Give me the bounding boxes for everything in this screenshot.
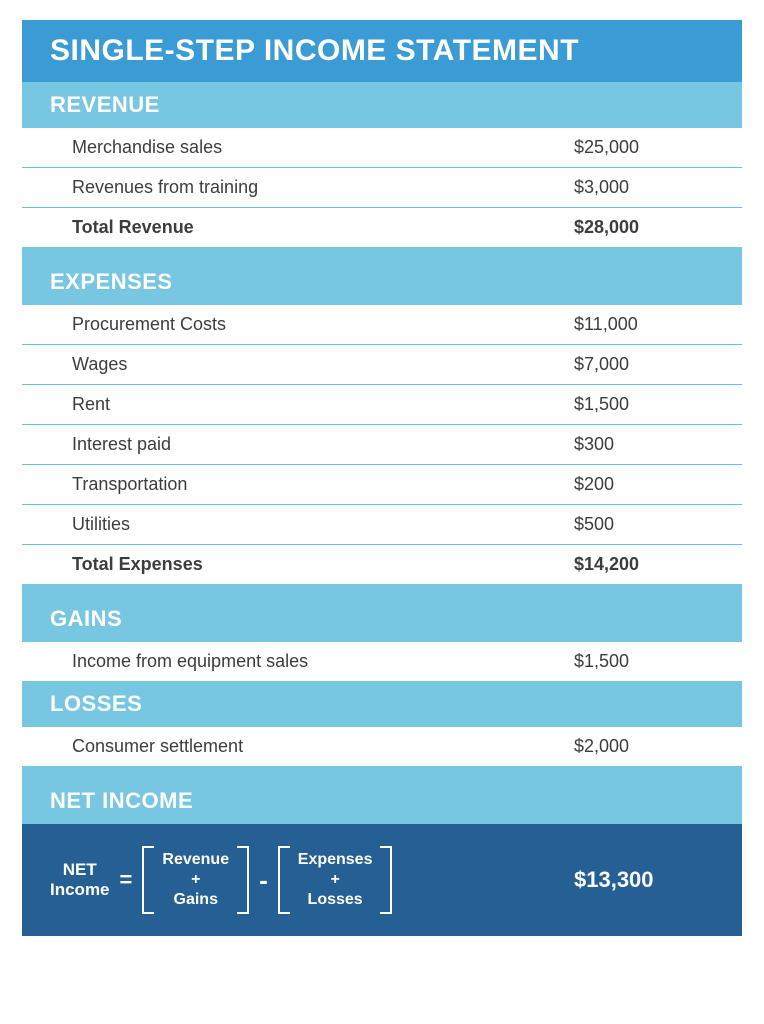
section-rows-gains: Income from equipment sales$1,500 [22,642,742,681]
section-header-expenses: EXPENSES [22,259,742,305]
table-row: Transportation$200 [22,465,742,505]
section-spacer [22,247,742,259]
group1-line1: Revenue [162,850,229,870]
formula-lhs-line2: Income [50,880,110,900]
formula-group-1-content: Revenue + Gains [154,846,237,914]
row-label: Income from equipment sales [72,651,544,672]
row-value: $300 [544,434,714,455]
bracket-right-icon [237,846,249,914]
section-header-label: REVENUE [50,92,160,117]
section-header-label: EXPENSES [50,269,173,294]
group1-line2: + [162,870,229,890]
row-value: $7,000 [544,354,714,375]
section-spacer [22,766,742,778]
row-value: $200 [544,474,714,495]
section-header-label: LOSSES [50,691,142,716]
table-row: Revenues from training$3,000 [22,168,742,208]
section-header-gains: GAINS [22,596,742,642]
section-header-net-income: NET INCOME [22,778,742,824]
row-label: Transportation [72,474,544,495]
bracket-left-icon [278,846,290,914]
income-statement: SINGLE-STEP INCOME STATEMENT REVENUE Mer… [0,0,764,956]
row-value: $14,200 [544,554,714,575]
row-value: $3,000 [544,177,714,198]
section-spacer [22,584,742,596]
row-value: $2,000 [544,736,714,757]
row-value: $1,500 [544,651,714,672]
formula-lhs: NET Income [50,860,110,901]
row-value: $1,500 [544,394,714,415]
row-label: Interest paid [72,434,544,455]
table-row: Income from equipment sales$1,500 [22,642,742,681]
section-header-losses: LOSSES [22,681,742,727]
group2-line2: + [298,870,373,890]
section-header-revenue: REVENUE [22,82,742,128]
formula-group-1: Revenue + Gains [142,846,249,914]
bracket-right-icon [380,846,392,914]
row-label: Utilities [72,514,544,535]
table-row: Interest paid$300 [22,425,742,465]
minus-sign: - [259,865,268,896]
title-text: SINGLE-STEP INCOME STATEMENT [50,34,579,67]
group2-line1: Expenses [298,850,373,870]
formula-group-2: Expenses + Losses [278,846,393,914]
group1-line3: Gains [162,890,229,910]
row-label: Procurement Costs [72,314,544,335]
row-label: Merchandise sales [72,137,544,158]
table-row: Wages$7,000 [22,345,742,385]
table-row: Rent$1,500 [22,385,742,425]
table-row: Procurement Costs$11,000 [22,305,742,345]
table-row: Merchandise sales$25,000 [22,128,742,168]
equals-sign: = [120,867,133,893]
row-label: Revenues from training [72,177,544,198]
section-header-label: NET INCOME [50,788,193,813]
page-title: SINGLE-STEP INCOME STATEMENT [22,20,742,82]
row-label: Wages [72,354,544,375]
section-rows-revenue: Merchandise sales$25,000Revenues from tr… [22,128,742,247]
row-label: Total Expenses [72,554,544,575]
row-label: Consumer settlement [72,736,544,757]
table-row: Total Expenses$14,200 [22,545,742,584]
formula-expression: NET Income = Revenue + Gains - Expenses … [50,846,534,914]
table-row: Consumer settlement$2,000 [22,727,742,766]
row-value: $500 [544,514,714,535]
row-value: $25,000 [544,137,714,158]
row-label: Rent [72,394,544,415]
group2-line3: Losses [298,890,373,910]
row-value: $11,000 [544,314,714,335]
row-label: Total Revenue [72,217,544,238]
row-value: $28,000 [544,217,714,238]
table-row: Utilities$500 [22,505,742,545]
formula-lhs-line1: NET [50,860,110,880]
bracket-left-icon [142,846,154,914]
section-rows-losses: Consumer settlement$2,000 [22,727,742,766]
net-income-formula: NET Income = Revenue + Gains - Expenses … [22,824,742,936]
net-income-result: $13,300 [544,867,714,893]
formula-group-2-content: Expenses + Losses [290,846,381,914]
table-row: Total Revenue$28,000 [22,208,742,247]
section-header-label: GAINS [50,606,122,631]
section-rows-expenses: Procurement Costs$11,000Wages$7,000Rent$… [22,305,742,584]
